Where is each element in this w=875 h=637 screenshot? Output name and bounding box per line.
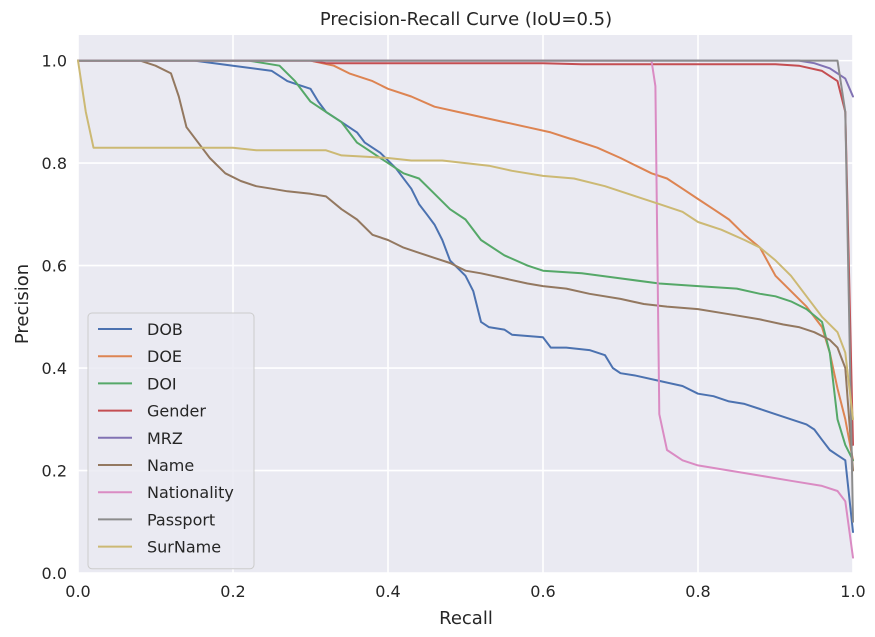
- legend-label: DOE: [147, 347, 182, 366]
- x-tick-labels: 0.0 0.2 0.4 0.6 0.8 1.0: [65, 582, 865, 601]
- x-tick-label: 0.8: [685, 582, 710, 601]
- legend-label: Nationality: [147, 483, 234, 502]
- y-tick-label: 0.6: [42, 257, 67, 276]
- series-line-surname: [77, 59, 854, 421]
- x-tick-label: 0.2: [220, 582, 245, 601]
- series-line-doi: [77, 59, 854, 462]
- y-tick-label: 0.4: [42, 359, 67, 378]
- legend-label: Gender: [147, 402, 206, 421]
- series-line-doe: [77, 59, 854, 462]
- legend-label: MRZ: [147, 429, 183, 448]
- series-line-gender: [77, 59, 854, 446]
- legend: DOB DOE DOI Gender MRZ Name Nationality Passpor…: [87, 312, 255, 570]
- legend-label: DOB: [147, 320, 183, 339]
- y-tick-labels: 0.0 0.2 0.4 0.6 0.8 1.0: [42, 52, 67, 583]
- y-tick-label: 0.2: [42, 462, 67, 481]
- legend-box: [87, 312, 255, 570]
- series-line-passport: [77, 59, 854, 523]
- x-tick-label: 1.0: [840, 582, 865, 601]
- y-tick-label: 1.0: [42, 52, 67, 71]
- y-tick-label: 0.0: [42, 564, 67, 583]
- series-line-nationality: [77, 59, 854, 559]
- legend-label: DOI: [147, 374, 177, 393]
- legend-label: SurName: [147, 538, 221, 557]
- series-line-name: [77, 59, 854, 472]
- x-tick-label: 0.4: [375, 582, 400, 601]
- series-lines: [77, 59, 854, 559]
- x-tick-label: 0.6: [530, 582, 555, 601]
- legend-label: Name: [147, 456, 194, 475]
- x-axis-label: Recall: [439, 608, 493, 629]
- legend-label: Passport: [147, 510, 215, 529]
- y-tick-label: 0.8: [42, 154, 67, 173]
- chart-title: Precision-Recall Curve (IoU=0.5): [320, 9, 612, 30]
- x-tick-label: 0.0: [65, 582, 90, 601]
- y-axis-label: Precision: [12, 264, 33, 344]
